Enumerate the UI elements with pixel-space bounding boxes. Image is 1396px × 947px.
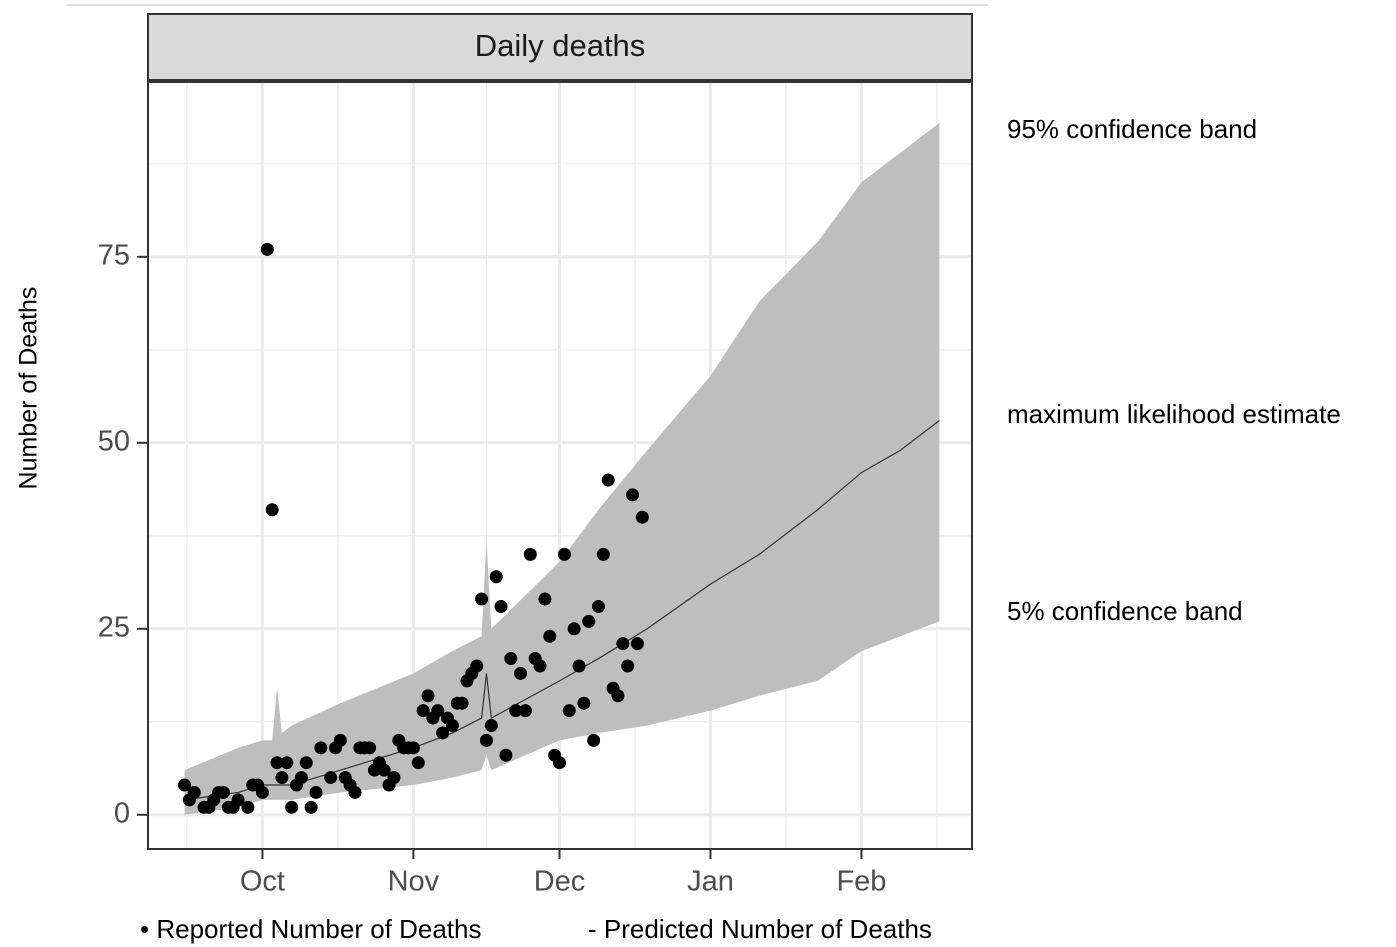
chart-title: Daily deaths xyxy=(475,28,646,63)
legend-entry: • Reported Number of Deaths xyxy=(140,914,482,944)
y-tick-label: 50 xyxy=(98,425,130,457)
point xyxy=(630,637,644,651)
point xyxy=(577,696,591,710)
point xyxy=(591,599,605,613)
panel-border xyxy=(147,81,973,850)
point xyxy=(479,733,493,747)
point xyxy=(421,689,435,703)
point xyxy=(324,771,338,785)
point xyxy=(260,242,274,256)
x-tick-label: Dec xyxy=(534,866,586,898)
y-tick-label: 75 xyxy=(98,239,130,271)
annotation: maximum likelihood estimate xyxy=(1007,399,1341,429)
point xyxy=(587,733,601,747)
point xyxy=(538,592,552,606)
point xyxy=(406,741,420,755)
point xyxy=(455,696,469,710)
point xyxy=(270,756,284,770)
point xyxy=(255,785,269,799)
point xyxy=(596,547,610,561)
y-tick-label: 0 xyxy=(114,797,130,829)
point xyxy=(504,652,518,666)
point xyxy=(626,488,640,502)
point xyxy=(494,599,508,613)
point xyxy=(514,666,528,680)
point xyxy=(582,614,596,628)
point xyxy=(635,510,649,524)
point xyxy=(533,659,547,673)
facet-strip xyxy=(147,13,973,81)
point xyxy=(523,547,537,561)
y-axis-label: Number of Deaths xyxy=(15,287,43,490)
point xyxy=(518,704,532,718)
point xyxy=(333,733,347,747)
x-tick-label: Nov xyxy=(388,866,440,898)
point xyxy=(285,800,299,814)
point xyxy=(616,637,630,651)
point xyxy=(484,719,498,733)
point xyxy=(431,704,445,718)
point xyxy=(445,719,459,733)
point xyxy=(377,763,391,777)
point xyxy=(309,785,323,799)
x-tick-label: Jan xyxy=(687,866,734,898)
point xyxy=(509,704,523,718)
point xyxy=(567,622,581,636)
x-tick-label: Oct xyxy=(240,866,285,898)
point xyxy=(348,785,362,799)
point xyxy=(621,659,635,673)
point xyxy=(241,800,255,814)
point xyxy=(436,726,450,740)
point xyxy=(231,793,245,807)
point xyxy=(499,748,513,762)
annotation: 95% confidence band xyxy=(1007,114,1257,144)
point xyxy=(611,689,625,703)
point xyxy=(470,659,484,673)
point xyxy=(299,756,313,770)
point xyxy=(216,785,230,799)
x-tick-label: Feb xyxy=(836,866,886,898)
legend-entry: - Predicted Number of Deaths xyxy=(588,914,932,944)
point xyxy=(314,741,328,755)
point xyxy=(187,785,201,799)
point xyxy=(294,771,308,785)
point xyxy=(572,659,586,673)
point xyxy=(275,771,289,785)
point xyxy=(178,778,192,792)
point xyxy=(557,547,571,561)
point xyxy=(387,771,401,785)
point xyxy=(553,756,567,770)
annotation: 5% confidence band xyxy=(1007,596,1243,626)
point xyxy=(304,800,318,814)
point xyxy=(363,741,377,755)
point xyxy=(265,503,279,517)
point xyxy=(489,570,503,584)
point xyxy=(475,592,489,606)
y-tick-label: 25 xyxy=(98,611,130,643)
predicted-line xyxy=(184,420,940,801)
point xyxy=(416,704,430,718)
point xyxy=(543,629,557,643)
point xyxy=(280,756,294,770)
point xyxy=(601,473,615,487)
point xyxy=(411,756,425,770)
confidence-band xyxy=(184,122,940,815)
point xyxy=(562,704,576,718)
